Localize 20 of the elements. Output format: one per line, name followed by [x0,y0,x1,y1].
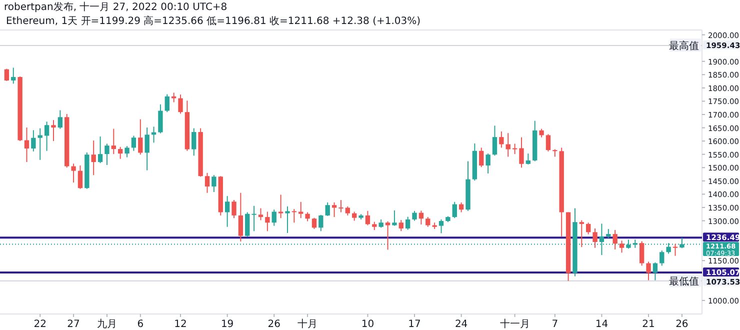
x-tick-label: 24 [454,319,468,330]
x-tick-label: 26 [676,319,688,330]
x-tick-label: 6 [137,319,144,330]
chart-title: robertpan发布, 十一月 27, 2022 00:10 UTC+8 [4,1,228,13]
annotation: 最低值 [669,276,699,288]
x-tick-label: 27 [67,319,80,330]
x-tick-label: 十月 [298,318,318,330]
x-tick-label: 21 [642,319,655,330]
x-tick-label: 26 [268,319,280,330]
x-tick-label: 19 [220,319,234,330]
x-tick-label: 22 [34,319,46,330]
x-tick-label: 17 [408,319,421,330]
x-tick-label: 7 [552,319,558,330]
x-tick-label: 十一月 [500,318,530,330]
annotation: 最高值 [669,40,699,52]
x-tick-label: 12 [174,319,187,330]
chart-subtitle: Ethereum, 1天 开=1199.29 高=1235.66 低=1196.81 收=1211.68 +12.38 (+1.03%) [6,15,421,27]
x-tick-label: 九月 [96,318,117,330]
x-tick-label: 10 [361,319,374,330]
x-tick-label: 14 [595,319,608,330]
